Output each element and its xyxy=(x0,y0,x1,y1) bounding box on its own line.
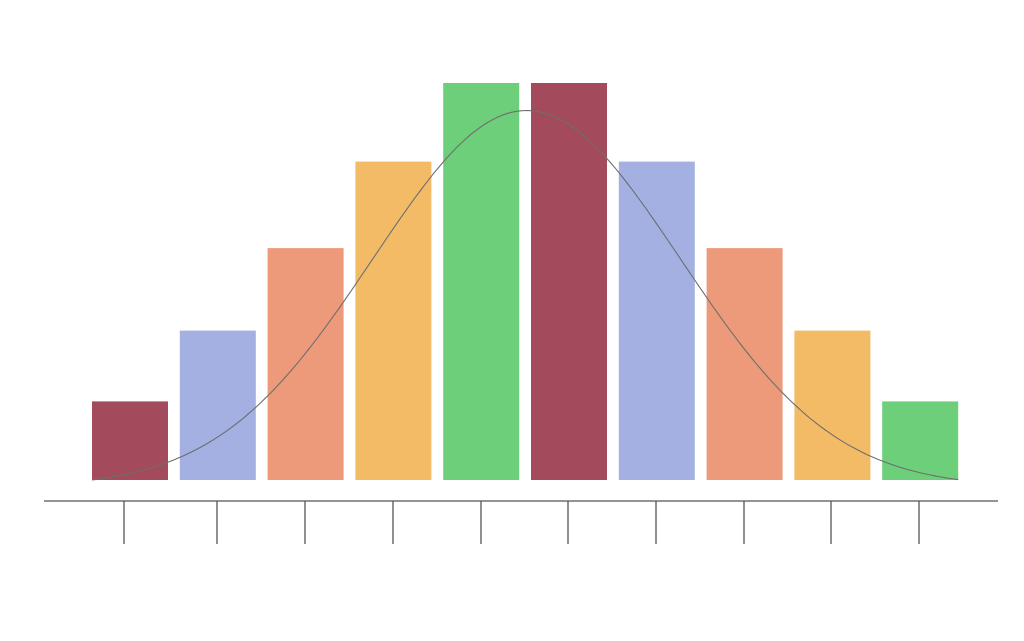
bar-10 xyxy=(882,401,959,480)
bar-5 xyxy=(443,83,520,480)
bar-9 xyxy=(794,330,871,480)
normal-curve xyxy=(91,109,959,481)
x-axis-ticks xyxy=(123,501,920,544)
bar-8 xyxy=(706,248,783,480)
bar-6 xyxy=(531,83,607,480)
bar-2 xyxy=(179,330,256,480)
bars-group xyxy=(92,83,959,480)
bar-1 xyxy=(92,401,168,480)
bar-3 xyxy=(267,248,344,480)
bar-7 xyxy=(618,161,695,480)
bar-4 xyxy=(355,161,432,480)
